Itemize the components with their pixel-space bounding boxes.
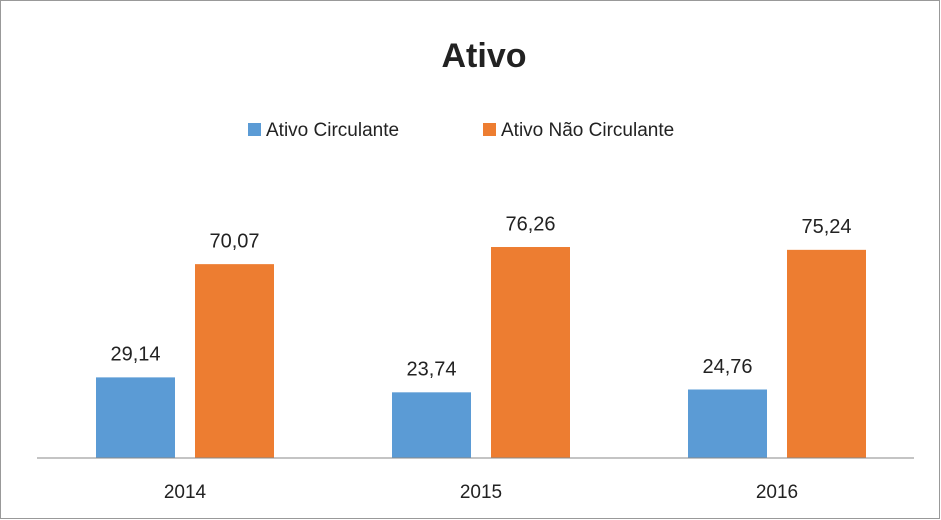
bar [491, 247, 570, 458]
bar [392, 392, 471, 458]
legend-label: Ativo Circulante [266, 120, 399, 141]
bar [96, 377, 175, 458]
data-label: 23,74 [406, 359, 456, 381]
x-tick-label: 2015 [460, 482, 502, 503]
data-label: 70,07 [209, 230, 259, 252]
chart-title: Ativo [442, 37, 527, 75]
bar [195, 264, 274, 458]
legend-swatch [248, 123, 261, 136]
data-label: 24,76 [702, 356, 752, 378]
data-label: 75,24 [801, 216, 851, 238]
legend-swatch [483, 123, 496, 136]
bar [787, 249, 866, 458]
x-tick-label: 2014 [164, 482, 207, 503]
data-label: 29,14 [110, 344, 160, 366]
data-label: 76,26 [505, 213, 555, 235]
x-tick-label: 2016 [756, 482, 798, 503]
bar [688, 389, 767, 458]
legend-label: Ativo Não Circulante [501, 120, 674, 141]
